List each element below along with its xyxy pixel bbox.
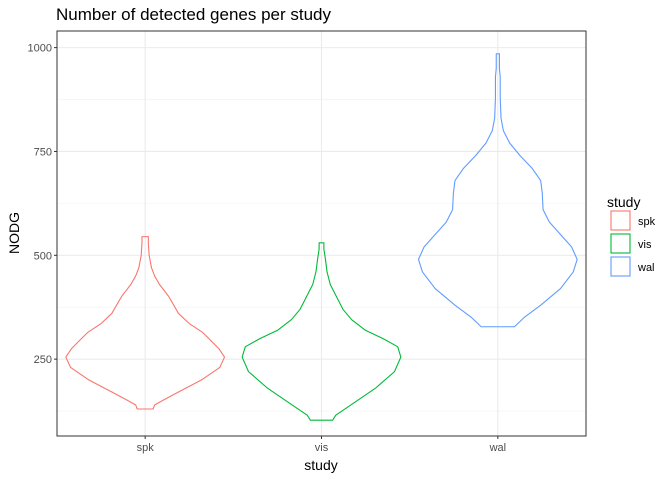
violin-spk xyxy=(65,236,226,410)
y-tick-label: 500 xyxy=(34,250,52,262)
chart-title: Number of detected genes per study xyxy=(56,5,331,24)
y-axis: 250 500 750 1000 xyxy=(28,43,57,366)
x-axis: spk vis wal xyxy=(137,436,506,454)
legend-key-bg xyxy=(609,255,631,277)
legend-key-vis xyxy=(610,233,631,254)
legend: study spk vis wal xyxy=(607,194,656,277)
y-tick-label: 1000 xyxy=(28,43,52,55)
x-axis-title: study xyxy=(304,457,337,473)
y-tick-label: 250 xyxy=(34,354,52,366)
x-tick-label: vis xyxy=(315,442,329,454)
violin-vis xyxy=(241,242,402,421)
x-tick-label: spk xyxy=(137,442,155,454)
legend-label-spk: spk xyxy=(638,216,656,228)
legend-title: study xyxy=(607,194,640,210)
legend-label-vis: vis xyxy=(638,239,652,251)
violin-wal xyxy=(417,53,578,328)
legend-key-wal xyxy=(610,256,631,277)
y-tick-label: 750 xyxy=(34,146,52,158)
violins xyxy=(65,53,578,421)
x-tick-label: wal xyxy=(489,442,507,454)
legend-label-wal: wal xyxy=(637,262,655,274)
legend-key-spk xyxy=(610,210,631,231)
grid-lines xyxy=(57,31,586,436)
legend-key-bg xyxy=(609,232,631,254)
legend-key-bg xyxy=(609,209,631,231)
y-axis-title: NODG xyxy=(6,212,22,254)
